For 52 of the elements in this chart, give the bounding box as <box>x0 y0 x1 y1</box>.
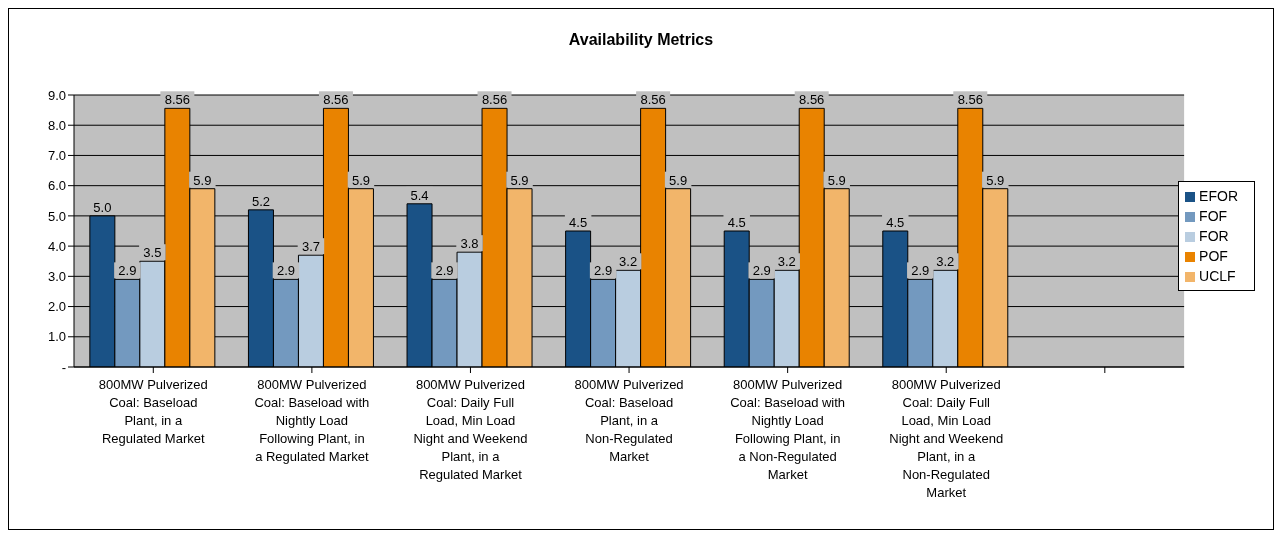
legend-label: FOR <box>1199 228 1229 244</box>
data-label: 8.56 <box>957 92 983 108</box>
x-tick-label: 800MW Pulverized Coal: Baseload Plant, in a Regulated Market <box>98 377 208 446</box>
data-label: 3.2 <box>936 254 955 270</box>
data-label: 5.9 <box>510 172 529 188</box>
data-label: 3.8 <box>460 236 479 252</box>
data-label: 4.5 <box>886 215 905 230</box>
data-label: 8.56 <box>164 92 191 108</box>
data-label: 3.2 <box>777 254 796 270</box>
y-tick-label: 6.0 <box>47 178 66 194</box>
legend-label: EFOR <box>1199 188 1238 204</box>
data-label: 2.9 <box>276 263 295 279</box>
data-label: 2.9 <box>435 263 454 279</box>
data-label: 2.9 <box>118 263 137 279</box>
legend-label: POF <box>1199 248 1228 264</box>
y-tick-label: 2.0 <box>47 299 66 315</box>
y-tick-label: 3.0 <box>47 268 66 284</box>
x-tick-label: 800MW Pulverized Coal: Daily Full Load, Min Load Night and Weekend Plant, in a Regulated Market <box>413 377 528 482</box>
y-tick-label: 8.0 <box>47 117 66 133</box>
x-tick-label: 800MW Pulverized Coal: Baseload Plant, in a Non-Regulated Market <box>574 377 684 464</box>
data-label: 5.9 <box>193 172 212 188</box>
data-label: 8.56 <box>323 92 349 108</box>
chart-title: Availability Metrics <box>567 31 715 50</box>
data-label: 2.9 <box>911 263 930 279</box>
y-tick-label: 9.0 <box>47 87 66 103</box>
data-label: 8.56 <box>481 92 508 108</box>
legend-label: FOF <box>1199 208 1228 224</box>
y-tick-label: 7.0 <box>47 148 66 164</box>
data-label: 2.9 <box>594 263 613 279</box>
data-label: 5.4 <box>410 187 429 203</box>
data-label: 4.5 <box>727 215 746 230</box>
data-label: 8.56 <box>799 92 825 108</box>
x-tick-label: 800MW Pulverized Coal: Baseload with Nightly Load Following Plant, in a Regulated Market <box>254 377 370 464</box>
y-tick-label: 5.0 <box>47 208 66 224</box>
data-label: 5.9 <box>351 172 370 188</box>
data-label: 5.9 <box>986 172 1005 188</box>
data-label: 5.2 <box>251 193 270 209</box>
y-tick-label: 4.0 <box>47 238 66 254</box>
data-label: 8.56 <box>640 92 666 108</box>
data-label: 5.9 <box>669 172 688 188</box>
data-label: 3.2 <box>619 254 638 270</box>
data-label: 5.9 <box>827 172 846 188</box>
y-tick-label: 1.0 <box>47 329 66 345</box>
legend-label: UCLF <box>1199 268 1236 284</box>
data-label: 2.9 <box>752 263 771 279</box>
data-label: 4.5 <box>569 215 588 230</box>
x-tick-label: 800MW Pulverized Coal: Daily Full Load, Min Load Night and Weekend Plant, in a Non-Regulated Market <box>889 377 1004 500</box>
x-tick-label: 800MW Pulverized Coal: Baseload with Nightly Load Following Plant, in a Non-Regulated Market <box>730 377 846 482</box>
data-label: 5.0 <box>93 199 112 215</box>
data-label: 3.7 <box>301 239 320 255</box>
data-label: 3.5 <box>143 245 162 261</box>
y-tick-label: - <box>61 359 66 375</box>
